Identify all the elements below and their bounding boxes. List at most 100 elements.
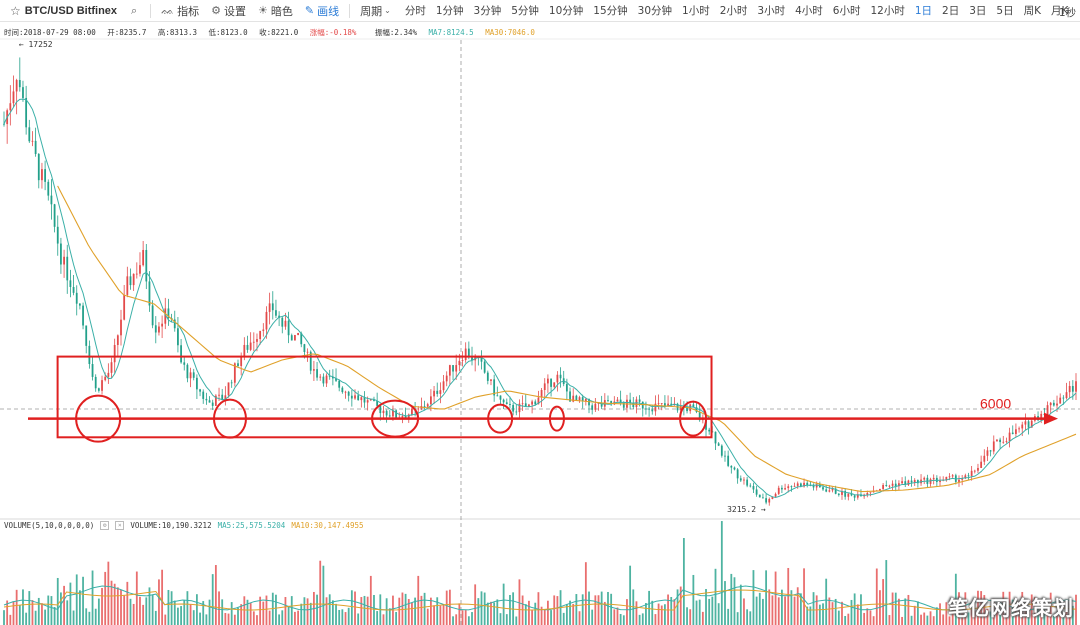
candle-body — [322, 376, 325, 384]
period-9[interactable]: 3小时 — [757, 5, 786, 17]
period-16[interactable]: 5日 — [996, 5, 1014, 17]
candle-body — [948, 476, 951, 478]
volume-bar — [192, 610, 195, 625]
volume-bar — [139, 596, 141, 625]
volume-bar — [287, 605, 290, 625]
candle-body — [1027, 421, 1030, 428]
candle-body — [366, 400, 369, 403]
period-12[interactable]: 12小时 — [870, 5, 905, 17]
candle-body — [135, 273, 138, 275]
candle-body — [306, 351, 309, 353]
theme-button[interactable]: ☀ 暗色 — [252, 0, 299, 21]
volume-bar — [265, 595, 268, 625]
period-11[interactable]: 6小时 — [832, 5, 861, 17]
candle-body — [945, 476, 948, 480]
volume-bar — [3, 610, 5, 625]
volume-bar — [812, 592, 815, 625]
candle-body — [139, 265, 141, 274]
volume-bar — [246, 599, 249, 625]
volume-bar — [907, 594, 910, 625]
period-6[interactable]: 30分钟 — [637, 5, 673, 17]
volume-bar — [844, 615, 847, 625]
candle-body — [436, 390, 439, 394]
star-icon[interactable]: ☆ — [10, 3, 21, 18]
indicators-button[interactable]: ᨐ 指标 — [155, 0, 205, 21]
volume-bar — [784, 596, 786, 625]
refresh-interval[interactable]: 1秒 — [1058, 7, 1076, 19]
period-5[interactable]: 15分钟 — [593, 5, 628, 17]
settings-label: 设置 — [224, 4, 247, 18]
volume-bar — [177, 607, 179, 625]
candle-body — [309, 351, 312, 371]
candle-body — [344, 391, 347, 393]
volume-bar — [420, 595, 423, 625]
period-15[interactable]: 3日 — [969, 5, 987, 17]
candle-body — [18, 80, 21, 88]
period-1[interactable]: 1分钟 — [435, 5, 464, 17]
period-2[interactable]: 3分钟 — [473, 5, 502, 17]
info-open: 开:8235.7 — [107, 28, 147, 37]
search-button[interactable]: ⌕ — [125, 0, 146, 21]
candle-body — [692, 404, 695, 408]
period-0[interactable]: 分时 — [404, 5, 426, 17]
volume-bar — [1008, 591, 1011, 625]
candle-body — [935, 477, 938, 483]
volume-bar — [41, 603, 43, 625]
close-icon[interactable]: × — [115, 521, 125, 530]
period-13[interactable]: 1日 — [914, 5, 933, 17]
symbol-selector[interactable]: ☆ BTC/USD Bitfinex — [0, 4, 125, 18]
period-dropdown[interactable]: 周期 ⌄ — [354, 0, 400, 21]
low-price-label: 3215.2 → — [727, 505, 766, 514]
candle-body — [622, 402, 625, 408]
period-17[interactable]: 周K — [1023, 5, 1041, 17]
candle-body — [932, 477, 935, 480]
volume-bar — [1065, 608, 1068, 625]
candle-body — [1011, 432, 1014, 434]
settings-icon[interactable]: ⚙ — [100, 521, 110, 530]
volume-bar — [866, 608, 869, 625]
volume-bar — [53, 606, 56, 625]
volume-bar — [654, 614, 657, 625]
settings-button[interactable]: ⚙ 设置 — [205, 0, 252, 21]
volume-bar — [679, 586, 682, 625]
candle-body — [869, 492, 872, 494]
volume-bar — [69, 582, 72, 625]
volume-bar — [875, 568, 878, 625]
candle-body — [768, 498, 771, 503]
chevron-down-icon: ⌄ — [384, 6, 391, 15]
period-18[interactable]: 月K — [1050, 5, 1069, 17]
volume-bar — [543, 609, 546, 625]
candle-body — [120, 319, 122, 336]
volume-bar — [901, 616, 903, 625]
volume-bar — [275, 594, 277, 625]
period-4[interactable]: 10分钟 — [548, 5, 584, 17]
candle-body — [211, 402, 214, 406]
period-3[interactable]: 5分钟 — [511, 5, 539, 17]
candle-body — [581, 397, 584, 402]
candle-body — [916, 480, 919, 484]
candle-body — [123, 294, 126, 320]
candle-body — [259, 330, 262, 340]
period-8[interactable]: 2小时 — [719, 5, 748, 17]
candle-body — [1062, 397, 1065, 399]
candle-body — [632, 402, 635, 408]
candle-body — [281, 317, 284, 327]
volume-bar — [107, 561, 110, 625]
candle-body — [271, 303, 274, 311]
candle-body — [866, 492, 869, 495]
candle-body — [218, 394, 220, 396]
volume-bar — [967, 612, 970, 625]
candle-body — [1052, 402, 1055, 406]
period-10[interactable]: 4小时 — [795, 5, 823, 17]
period-7[interactable]: 1小时 — [682, 5, 710, 17]
volume-bar — [486, 602, 489, 625]
volume-bar — [388, 608, 391, 625]
candle-body — [733, 467, 736, 470]
draw-button[interactable]: ✎ 画线 — [299, 0, 345, 21]
volume-bar — [996, 608, 998, 625]
volume-bar — [825, 578, 828, 625]
volume-bar — [594, 595, 597, 625]
period-14[interactable]: 2日 — [942, 5, 960, 17]
volume-bar — [733, 577, 736, 625]
